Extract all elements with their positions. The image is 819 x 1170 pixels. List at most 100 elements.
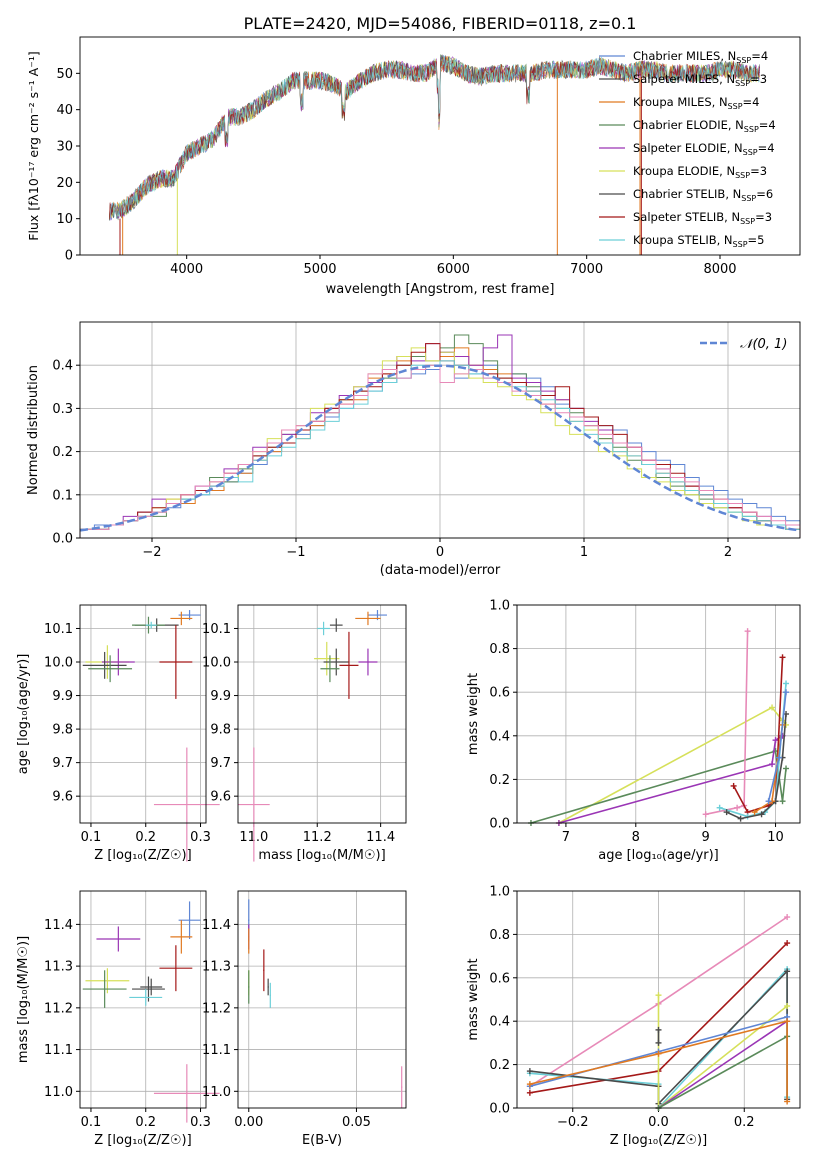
x-tick-label: 7 [562, 830, 570, 845]
legend-label-main: Kroupa ELODIE, N [633, 164, 735, 178]
legend-label: Salpeter MILES, NSSP=3 [633, 72, 767, 88]
y-axis-label: Normed distribution [26, 365, 41, 495]
legend-label-main: Salpeter STELIB, N [633, 210, 740, 224]
legend-label-sub: SSP [744, 125, 759, 134]
legend-label-main: Kroupa MILES, N [633, 95, 728, 109]
legend-label: Chabrier MILES, NSSP=4 [633, 49, 768, 65]
y-tick-label: 0.8 [489, 928, 510, 943]
spectrum-axes: 4000 5000 6000 7000 8000 0 10 20 30 40 50 wavelengt… [26, 51, 737, 297]
x-tick-label: 11.2 [303, 830, 332, 845]
x-tick-label: 0 [436, 545, 444, 560]
y-tick-label: 11.3 [202, 960, 231, 975]
y-tick-label: 20 [56, 176, 73, 191]
y-axis-label: mass [log₁₀(M/M☉)] [16, 936, 31, 1063]
y-tick-label: 0.0 [52, 532, 73, 547]
y-tick-label: 10 [56, 212, 73, 227]
massweight-series-line [658, 1020, 788, 1109]
legend-label-sub: SSP [735, 171, 750, 180]
massweight-series-line [726, 713, 787, 820]
y-tick-label: 10.0 [44, 656, 73, 671]
y-tick-label: 9.7 [210, 756, 231, 771]
legend-label-main: Chabrier STELIB, N [633, 187, 741, 201]
x-tick-label: 0.1 [81, 1115, 102, 1130]
x-axis-label: mass [log₁₀(M/M☉)] [258, 848, 385, 863]
x-tick-label: 0.2 [734, 1115, 755, 1130]
legend-label-sub: SSP [741, 194, 756, 203]
y-tick-label: 1.0 [489, 885, 510, 900]
y-tick-label: 9.8 [210, 723, 231, 738]
plot-frame [79, 36, 801, 256]
legend-label: Kroupa MILES, NSSP=4 [633, 95, 759, 111]
y-tick-label: 0.8 [489, 642, 510, 657]
mass_vs_Z-axes: 0.1 0.2 0.3 11.0 11.1 11.2 11.3 11.4 Z [log₁₀(Z/… [16, 891, 211, 1148]
plot-frame [79, 604, 207, 824]
histogram-series [79, 364, 801, 538]
y-tick-label: 9.9 [52, 689, 73, 704]
legend-label-end: =4 [759, 118, 776, 132]
legend-label-main: Salpeter MILES, N [633, 72, 735, 86]
y-tick-label: 9.8 [52, 723, 73, 738]
x-tick-label: 8 [632, 830, 640, 845]
x-axis-label: wavelength [Angstrom, rest frame] [326, 282, 555, 297]
spectrum-series-line [109, 55, 760, 221]
massweight-series-line [705, 631, 749, 816]
x-tick-label: −2 [142, 545, 161, 560]
y-tick-label: 11.4 [44, 918, 73, 933]
legend-label-end: =3 [750, 72, 767, 86]
x-tick-label: −1 [286, 545, 305, 560]
legend-label-end: =3 [755, 210, 772, 224]
x-tick-label: 11.4 [366, 830, 395, 845]
legend-label-main: Chabrier ELODIE, N [633, 118, 744, 132]
y-tick-label: 9.6 [52, 790, 73, 805]
x-tick-label: 8000 [703, 262, 736, 277]
legend-label-end: =5 [748, 233, 765, 247]
legend-label-sub: SSP [736, 56, 751, 65]
y-tick-label: 40 [56, 103, 73, 118]
legend-label-sub: SSP [743, 148, 758, 157]
legend-label-sub: SSP [733, 240, 748, 249]
legend-label-main: Kroupa STELIB, N [633, 233, 733, 247]
x-axis-label: E(B-V) [302, 1133, 342, 1148]
y-tick-label: 0.2 [52, 445, 73, 460]
x-axis-label: age [log₁₀(age/yr)] [598, 848, 719, 863]
y-tick-label: 0.1 [52, 488, 73, 503]
x-tick-label: 10 [767, 830, 784, 845]
x-tick-label: 6000 [437, 262, 470, 277]
legend-label-end: =6 [756, 187, 773, 201]
y-axis-label: mass weight [466, 958, 481, 1040]
y-tick-label: 1.0 [489, 599, 510, 614]
age_vs_Z-axes: 0.1 0.2 0.3 9.6 9.7 9.8 9.9 10.0 10.1 Z [log₁₀(Z/… [16, 605, 211, 863]
legend-label: Salpeter ELODIE, NSSP=4 [633, 141, 775, 157]
legend-label-end: =4 [751, 49, 768, 63]
y-tick-label: 11.2 [44, 1001, 73, 1016]
legend-label-end: =4 [758, 141, 775, 155]
x-tick-label: −0.2 [557, 1115, 589, 1130]
x-axis-label: Z [log₁₀(Z/Z☉)] [94, 1133, 191, 1148]
y-axis-label: age [log₁₀(age/yr)] [16, 654, 31, 775]
x-tick-label: 0.3 [190, 1115, 211, 1130]
massweight-series-line [529, 1020, 788, 1102]
legend-label-main: Chabrier MILES, N [633, 49, 736, 63]
y-tick-label: 0.4 [489, 1015, 510, 1030]
massweight-series-line [658, 1035, 788, 1109]
legend-label-sub: SSP [728, 102, 743, 111]
x-tick-label: 1 [580, 545, 588, 560]
gaussian-curve [79, 364, 801, 532]
y-tick-label: 9.6 [210, 790, 231, 805]
y-tick-label: 0.2 [489, 773, 510, 788]
y-tick-label: 11.0 [44, 1085, 73, 1100]
x-axis-label: (data-model)/error [380, 563, 501, 578]
plot-frame [79, 321, 801, 539]
y-tick-label: 0.2 [489, 1058, 510, 1073]
x-tick-label: 5000 [303, 262, 336, 277]
x-axis-label: Z [log₁₀(Z/Z☉)] [610, 1133, 707, 1148]
y-tick-label: 0.6 [489, 686, 510, 701]
legend-label-end: =3 [750, 164, 767, 178]
x-tick-label: 9 [702, 830, 710, 845]
x-tick-label: 4000 [170, 262, 203, 277]
y-tick-label: 11.1 [44, 1043, 73, 1058]
figure-title: PLATE=2420, MJD=54086, FIBERID=0118, z=0… [244, 14, 637, 33]
plot-frame [516, 604, 801, 824]
